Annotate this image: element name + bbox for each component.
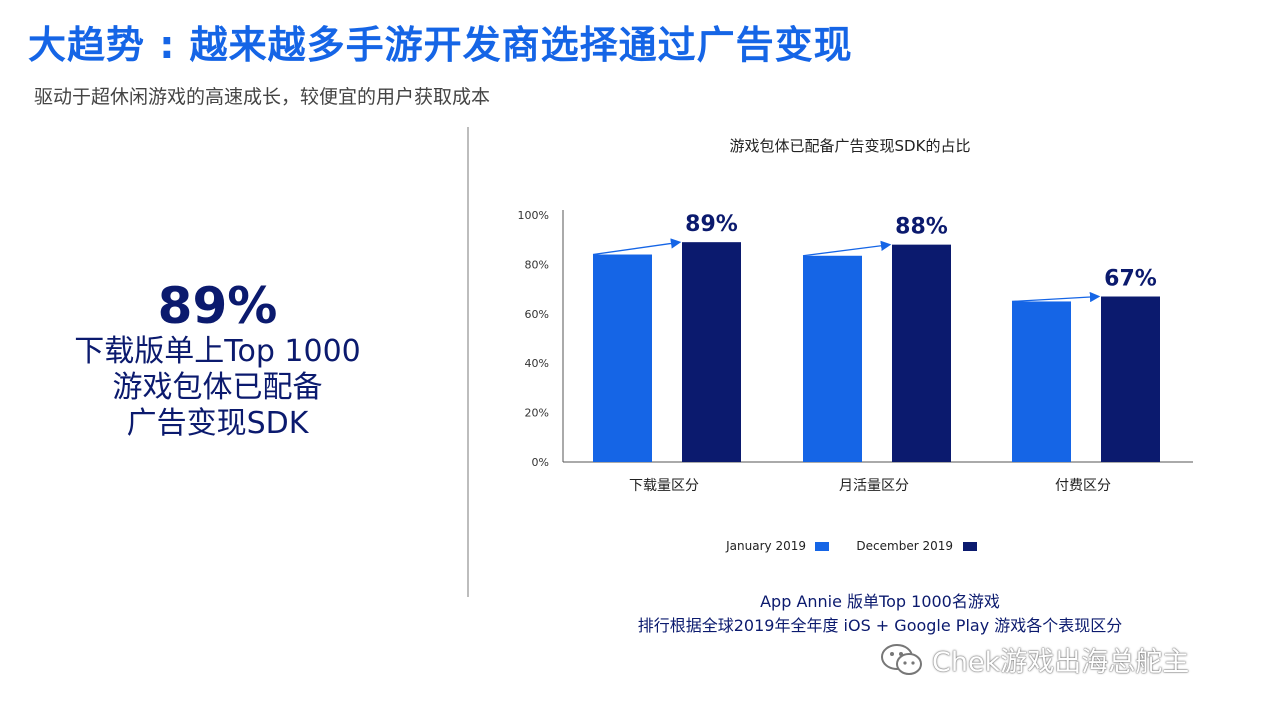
legend-swatch — [815, 542, 829, 551]
y-tick-label: 0% — [532, 456, 549, 469]
chart-title: 游戏包体已配备广告变现SDK的占比 — [730, 137, 971, 155]
legend-label: December 2019 — [856, 539, 953, 553]
data-label: 67% — [1104, 267, 1157, 292]
source-line-2: 排行根据全球2019年全年度 iOS + Google Play 游戏各个表现区… — [637, 616, 1123, 635]
source-line-1: App Annie 版单Top 1000名游戏 — [760, 592, 1000, 611]
x-tick-label: 付费区分 — [1055, 478, 1111, 494]
y-tick-label: 100% — [518, 209, 549, 222]
kpi-line-1: 下载版单上Top 1000 — [74, 334, 361, 369]
x-tick-label: 下载量区分 — [629, 478, 699, 494]
legend-swatch — [963, 542, 977, 551]
kpi-line-2: 游戏包体已配备 — [112, 370, 323, 405]
wechat-icon — [881, 643, 922, 675]
source-note: App Annie 版单Top 1000名游戏 排行根据全球2019年全年度 i… — [560, 590, 1200, 638]
bar — [1101, 296, 1160, 462]
legend-label: January 2019 — [725, 539, 806, 553]
bar — [1012, 301, 1071, 462]
y-tick-label: 40% — [525, 357, 549, 370]
kpi-block: 89% 下载版单上Top 1000 游戏包体已配备 广告变现SDK — [40, 278, 395, 442]
y-tick-label: 20% — [525, 407, 549, 420]
trend-arrow — [802, 240, 892, 257]
vertical-divider — [467, 127, 469, 597]
bar — [682, 242, 741, 462]
x-tick-label: 月活量区分 — [839, 478, 909, 494]
bar — [803, 255, 862, 462]
page-title: 大趋势 : 越来越多手游开发商选择通过广告变现 — [28, 23, 853, 67]
page-subtitle: 驱动于超休闲游戏的高速成长，较便宜的用户获取成本 — [34, 86, 491, 108]
watermark: Chek游戏出海总舵主 — [880, 640, 1189, 679]
y-tick-label: 80% — [525, 258, 549, 271]
data-label: 89% — [685, 212, 738, 237]
kpi-line-3: 广告变现SDK — [126, 406, 309, 441]
bar-chart: 游戏包体已配备广告变现SDK的占比 0% 20% 40% 60% 80% 100% 89% 下载… — [518, 137, 1193, 553]
bar — [593, 254, 652, 462]
bar — [892, 244, 951, 462]
kpi-value: 89% — [157, 277, 278, 335]
trend-arrow — [592, 238, 682, 256]
data-label: 88% — [895, 215, 948, 240]
watermark-text: Chek游戏出海总舵主 — [932, 647, 1190, 678]
trend-arrow — [1011, 291, 1101, 303]
y-tick-label: 60% — [525, 308, 549, 321]
